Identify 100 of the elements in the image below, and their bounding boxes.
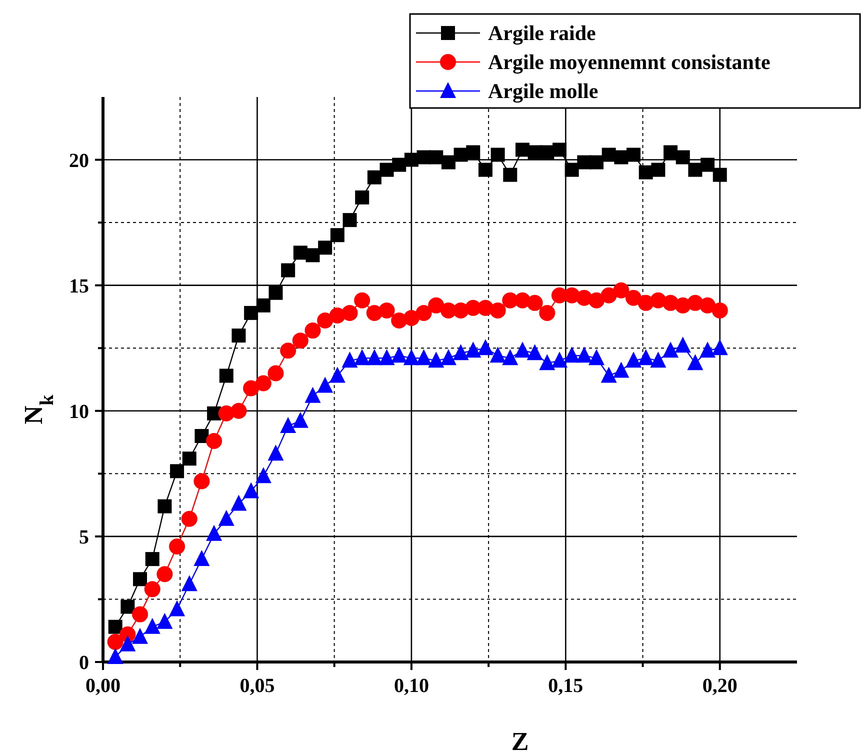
point: [600, 287, 617, 304]
x-axis-title: Z: [511, 727, 529, 754]
point: [638, 349, 654, 366]
point: [650, 352, 666, 368]
point: [490, 302, 506, 318]
point: [588, 349, 605, 366]
point: [403, 310, 420, 326]
point: [108, 620, 122, 634]
point: [181, 510, 198, 527]
point: [255, 375, 272, 392]
point: [515, 142, 530, 157]
point: [564, 162, 579, 177]
point: [292, 412, 308, 428]
point: [145, 552, 160, 566]
point: [712, 302, 728, 318]
point: [539, 354, 556, 370]
x-tick-label: 0,20: [702, 675, 738, 697]
x-tick-label: 0,15: [548, 675, 584, 697]
point: [306, 248, 320, 262]
point: [490, 148, 505, 162]
point: [590, 155, 604, 170]
point: [490, 346, 506, 363]
point: [280, 342, 296, 359]
point: [651, 162, 666, 177]
point: [428, 352, 444, 368]
point: [317, 312, 334, 328]
point: [588, 292, 605, 308]
point: [600, 366, 617, 383]
point: [712, 168, 727, 182]
point: [156, 612, 173, 629]
point: [613, 282, 630, 298]
point: [268, 444, 284, 461]
point: [712, 339, 728, 356]
point: [342, 213, 357, 228]
point: [218, 510, 234, 526]
x-tick-label: 0,00: [86, 675, 120, 697]
point: [268, 365, 284, 382]
point: [564, 346, 580, 363]
point: [244, 306, 258, 320]
x-tick-label: 0,05: [240, 675, 275, 697]
y-tick-label: 15: [69, 275, 89, 298]
legend-label: Argile raide: [488, 21, 596, 45]
point: [194, 429, 209, 443]
point: [514, 342, 530, 358]
point: [330, 228, 344, 242]
point: [304, 322, 321, 339]
point: [662, 342, 679, 358]
point: [219, 368, 234, 383]
point: [318, 240, 332, 255]
point: [552, 142, 566, 157]
point: [280, 416, 296, 433]
point: [182, 452, 196, 466]
point: [378, 349, 395, 366]
point: [452, 344, 469, 360]
point: [342, 304, 358, 321]
point: [477, 339, 494, 356]
point: [133, 572, 148, 586]
x-tick-label: 0,10: [394, 675, 429, 697]
point: [230, 494, 247, 511]
legend-label: Argile molle: [488, 79, 598, 103]
point: [700, 158, 715, 172]
point: [440, 349, 456, 366]
point: [674, 336, 691, 353]
point: [281, 263, 296, 278]
point: [206, 524, 222, 541]
legend-label: Argile moyennemnt consistante: [488, 50, 770, 74]
point: [416, 349, 432, 366]
point: [416, 304, 432, 321]
point: [478, 162, 492, 177]
point: [169, 538, 186, 554]
point: [243, 380, 260, 396]
point: [664, 145, 678, 160]
point: [132, 606, 148, 622]
point: [465, 342, 482, 358]
point: [626, 352, 642, 368]
point: [354, 349, 370, 366]
point: [367, 170, 382, 184]
point: [342, 352, 358, 368]
point: [304, 386, 321, 403]
point: [687, 354, 704, 370]
point: [688, 162, 702, 177]
point: [700, 297, 716, 314]
point: [355, 190, 370, 204]
point: [354, 292, 370, 308]
point: [120, 635, 136, 652]
point: [181, 575, 198, 592]
point: [441, 155, 456, 170]
point: [158, 499, 172, 514]
point: [317, 376, 334, 393]
point: [391, 346, 408, 363]
point: [169, 600, 186, 616]
point: [466, 145, 480, 160]
point: [243, 482, 260, 498]
point: [526, 294, 543, 311]
point: [378, 302, 395, 318]
point: [626, 290, 642, 306]
point: [132, 628, 148, 644]
point: [120, 600, 135, 614]
y-tick-label: 0: [79, 652, 89, 674]
point: [428, 297, 444, 314]
